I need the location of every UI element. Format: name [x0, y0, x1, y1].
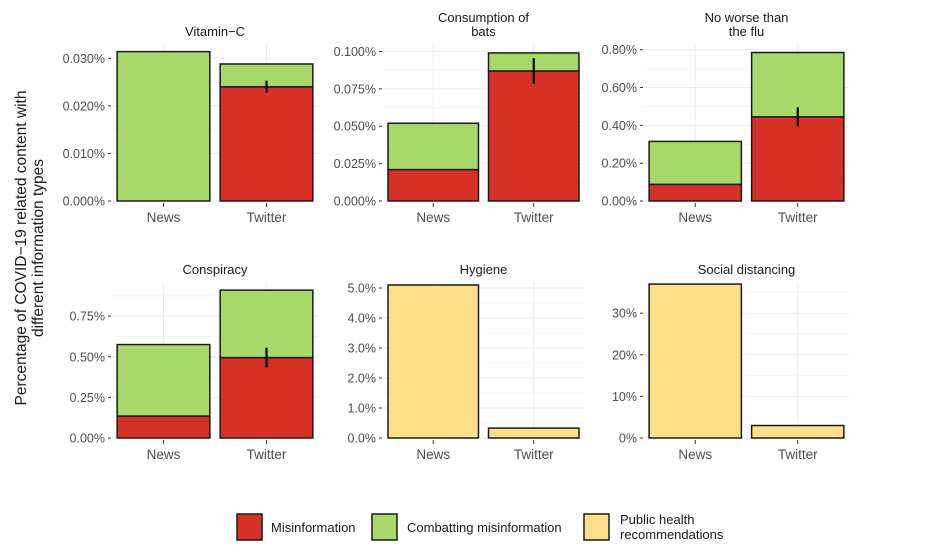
facet-title: Conspiracy — [182, 262, 248, 277]
y-tick-label: 4.0% — [348, 312, 377, 326]
facet-panel: 0.00% 0.20% 0.40% 0.60% 0.80% News Twitter No w… — [602, 10, 849, 225]
facet-panels: 0.000% 0.010% 0.020% 0.030% News Twitter Vitam… — [63, 10, 849, 462]
bar-segment — [750, 51, 845, 118]
facet-title: bats — [471, 24, 496, 39]
legend-item: Combatting misinformation — [371, 513, 562, 541]
facet-title: Social distancing — [698, 262, 796, 277]
bar-segment — [750, 116, 845, 202]
bar-segment — [219, 289, 314, 359]
bar-segment — [219, 86, 314, 202]
facet-panel: 0% 10% 20% 30% News Twitter Social distancing — [612, 262, 849, 462]
y-tick-label: 0.030% — [63, 52, 105, 66]
y-tick-label: 0.25% — [70, 391, 105, 405]
facet-title: Consumption of — [438, 10, 529, 25]
legend-label: Misinformation — [271, 520, 356, 535]
y-tick-label: 0.010% — [63, 147, 105, 161]
bar-segment — [219, 356, 314, 439]
y-tick-label: 0.020% — [63, 99, 105, 113]
legend: Misinformation Combatting misinformation P… — [236, 512, 724, 542]
bar-segment — [387, 122, 480, 171]
y-axis-title: Percentage of COVID−19 related content w… — [13, 91, 47, 406]
facet-panel: 0.0% 1.0% 2.0% 3.0% 4.0% 5.0% News Twitter Hygie… — [348, 262, 584, 462]
y-tick-label: 0.80% — [602, 43, 637, 57]
x-tick-label: Twitter — [778, 210, 818, 225]
y-tick-label: 0.100% — [334, 45, 376, 59]
x-tick-label: Twitter — [778, 447, 818, 462]
x-tick-label: News — [416, 447, 450, 462]
y-tick-label: 0.000% — [63, 195, 105, 209]
y-tick-label: 1.0% — [348, 402, 377, 416]
facet-title: Hygiene — [460, 262, 508, 277]
x-tick-label: Twitter — [247, 447, 287, 462]
y-tick-label: 0.000% — [334, 195, 376, 209]
y-tick-label: 2.0% — [348, 372, 377, 386]
y-tick-label: 0% — [619, 432, 637, 446]
legend-label: Public health — [620, 512, 694, 527]
y-tick-label: 0.75% — [70, 310, 105, 324]
legend-item: Misinformation — [236, 513, 356, 541]
y-tick-label: 20% — [612, 348, 637, 362]
legend-label: recommendations — [620, 527, 724, 542]
y-tick-label: 5.0% — [348, 282, 377, 296]
y-tick-label: 0.050% — [334, 120, 376, 134]
y-tick-label: 0.075% — [334, 82, 376, 96]
x-tick-label: News — [416, 210, 450, 225]
y-tick-label: 0.025% — [334, 157, 376, 171]
y-tick-label: 0.40% — [602, 119, 637, 133]
bar-segment — [648, 140, 743, 186]
bar-segment — [116, 415, 211, 439]
x-tick-label: News — [678, 210, 712, 225]
legend-swatch — [236, 513, 263, 541]
y-tick-label: 3.0% — [348, 342, 377, 356]
bar-segment — [487, 427, 580, 439]
facet-title: No worse than — [705, 10, 789, 25]
bar-segment — [750, 424, 845, 439]
bar-segment — [648, 183, 743, 202]
y-axis-title-line: different information types — [30, 159, 47, 337]
bar-segment — [387, 284, 480, 439]
facet-title: the flu — [729, 24, 764, 39]
x-tick-label: News — [147, 447, 181, 462]
y-tick-label: 0.60% — [602, 81, 637, 95]
x-tick-label: Twitter — [247, 210, 287, 225]
bar-segment — [648, 283, 743, 439]
bar-segment — [387, 168, 480, 202]
x-tick-label: News — [147, 210, 181, 225]
legend-label: Combatting misinformation — [407, 520, 562, 535]
facet-panel: 0.00% 0.25% 0.50% 0.75% News Twitter Conspirac… — [70, 262, 318, 462]
y-tick-label: 0.00% — [70, 432, 105, 446]
x-tick-label: Twitter — [514, 210, 554, 225]
legend-swatch — [583, 513, 610, 541]
x-tick-label: News — [678, 447, 712, 462]
y-tick-label: 0.20% — [602, 157, 637, 171]
x-tick-label: Twitter — [514, 447, 554, 462]
y-tick-label: 0.0% — [348, 432, 377, 446]
y-tick-label: 0.50% — [70, 350, 105, 364]
y-tick-label: 30% — [612, 307, 637, 321]
bar-segment — [116, 50, 211, 202]
facet-panel: 0.000% 0.025% 0.050% 0.075% 0.100% News Twitte… — [334, 10, 584, 225]
bar-segment — [487, 70, 580, 202]
facet-panel: 0.000% 0.010% 0.020% 0.030% News Twitter Vitam… — [63, 24, 318, 225]
bar-segment — [116, 343, 211, 417]
legend-swatch — [371, 513, 398, 541]
y-axis-title-line: Percentage of COVID−19 related content w… — [13, 91, 30, 406]
y-tick-label: 0.00% — [602, 195, 637, 209]
y-tick-label: 10% — [612, 390, 637, 404]
facet-title: Vitamin−C — [185, 24, 245, 39]
